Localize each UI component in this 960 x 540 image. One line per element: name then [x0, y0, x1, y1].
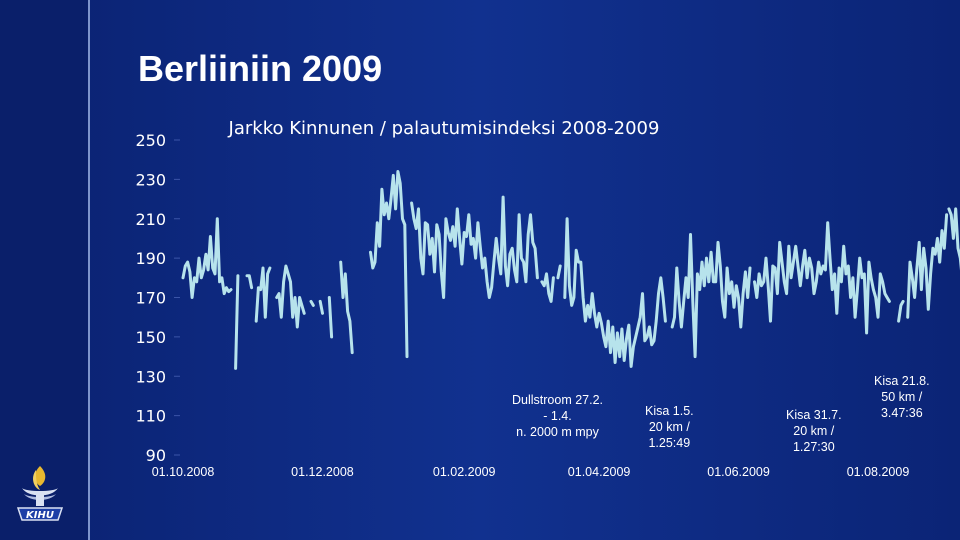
- y-tick-label: 230: [135, 170, 166, 189]
- series-line-segment: [254, 266, 272, 323]
- annotation-dullstroom: Dullstroom 27.2. - 1.4. n. 2000 m mpy: [512, 392, 603, 440]
- y-tick-label: 90: [146, 446, 166, 465]
- series-line-segment: [753, 221, 891, 335]
- series-line-segment: [369, 170, 409, 359]
- series-line-segment: [245, 274, 254, 290]
- annotation-kisa-1-5: Kisa 1.5. 20 km / 1.25:49: [645, 403, 694, 451]
- x-tick-label: 01.10.2008: [152, 465, 215, 479]
- annotation-kisa-31-7: Kisa 31.7. 20 km / 1.27:30: [786, 407, 842, 455]
- series-line-segment: [906, 213, 949, 319]
- x-tick-label: 01.04.2009: [568, 465, 631, 479]
- x-tick-label: 01.06.2009: [707, 465, 770, 479]
- slide-title: Berliiniin 2009: [138, 48, 383, 89]
- series-line-segment: [275, 264, 306, 329]
- x-axis: 01.10.2008 01.12.2008 01.02.2009 01.04.2009…: [152, 465, 910, 479]
- annotation-text: Kisa 31.7. 20 km / 1.27:30: [786, 408, 842, 454]
- series-line-segment: [339, 260, 354, 355]
- chart-title: Jarkko Kinnunen / palautumisindeksi 2008…: [228, 118, 660, 139]
- x-tick-label: 01.02.2009: [433, 465, 496, 479]
- series-line-segment: [327, 296, 334, 339]
- annotation-text: Kisa 1.5. 20 km / 1.25:49: [645, 404, 694, 450]
- series-line-segment: [410, 195, 539, 299]
- y-tick-label: 110: [135, 407, 166, 426]
- series-line-segment: [897, 299, 905, 323]
- logo-text: KIHU: [26, 510, 54, 521]
- y-tick-label: 130: [135, 367, 166, 386]
- x-tick-label: 01.12.2008: [291, 465, 354, 479]
- series-line-segment: [234, 274, 240, 370]
- series-line-segment: [947, 207, 960, 271]
- x-tick-label: 01.08.2009: [847, 465, 910, 479]
- y-tick-label: 210: [135, 210, 166, 229]
- series-recovery-index: [181, 170, 960, 370]
- series-line-segment: [181, 217, 233, 299]
- y-tick-label: 170: [135, 289, 166, 308]
- left-sidebar-band: [0, 0, 88, 540]
- y-tick-label: 150: [135, 328, 166, 347]
- series-line-segment: [309, 299, 315, 307]
- y-tick-label: 250: [135, 131, 166, 150]
- y-axis: 250 230 210 190 170 150 130 110 90: [135, 131, 180, 465]
- series-line-segment: [563, 217, 667, 368]
- series-line-segment: [318, 299, 324, 315]
- annotation-kisa-21-8: Kisa 21.8. 50 km / 3.47:36: [874, 373, 930, 421]
- series-line-segment: [556, 264, 562, 280]
- annotation-text: Kisa 21.8. 50 km / 3.47:36: [874, 374, 930, 420]
- kihu-logo-icon: KIHU: [16, 466, 64, 521]
- y-tick-label: 190: [135, 249, 166, 268]
- series-line-segment: [670, 233, 752, 359]
- annotation-text: Dullstroom 27.2. - 1.4. n. 2000 m mpy: [512, 393, 604, 439]
- series-line-segment: [540, 272, 555, 303]
- sidebar-divider: [88, 0, 90, 540]
